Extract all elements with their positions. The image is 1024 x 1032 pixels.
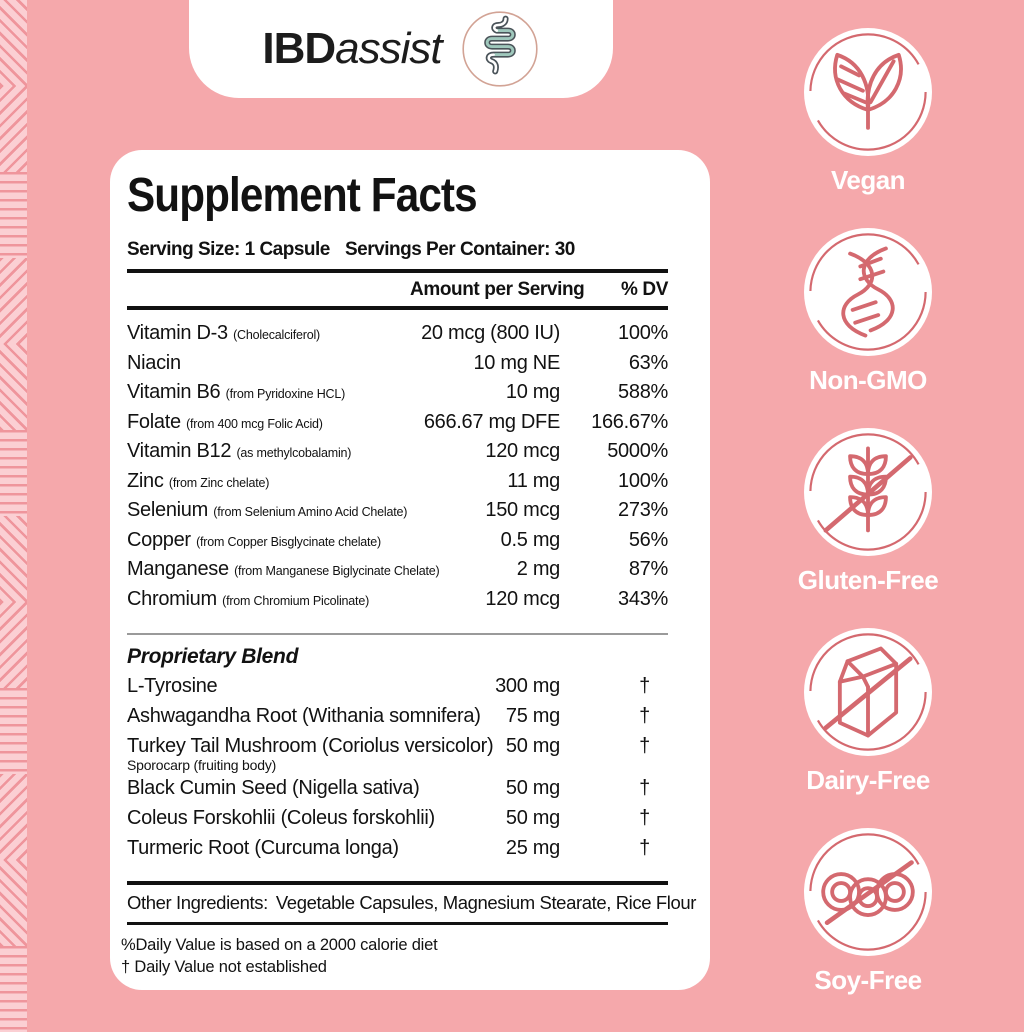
blend-table: L-Tyrosine 300 mg † Ashwagandha Root (Wi… — [127, 675, 668, 867]
milk-carton-slash-icon — [809, 633, 927, 751]
badge-vegan: Vegan — [783, 28, 953, 196]
table-row: Black Cumin Seed (Nigella sativa) 50 mg … — [127, 776, 650, 799]
badge-non-gmo: Non-GMO — [783, 228, 953, 396]
table-row: Coleus Forskohlii (Coleus forskohlii) 50… — [127, 806, 650, 829]
badge-gluten-free: Gluten-Free — [783, 428, 953, 596]
badge-label: Non-GMO — [809, 365, 927, 395]
table-row: Folate (from 400 mcg Folic Acid) 666.67 … — [127, 410, 668, 433]
badge-label: Soy-Free — [814, 965, 922, 995]
badge-dairy-free: Dairy-Free — [783, 628, 953, 796]
badge-label: Gluten-Free — [797, 565, 939, 595]
intestine-icon — [462, 11, 538, 87]
serving-size: Serving Size: 1 Capsule — [127, 239, 330, 260]
table-row: L-Tyrosine 300 mg † — [127, 674, 650, 697]
table-row: Vitamin B12 (as methylcobalamin) 120 mcg… — [127, 440, 668, 462]
dna-icon — [809, 233, 927, 351]
panel-title: Supplement Facts — [127, 169, 478, 222]
badge-soy-free: Soy-Free — [783, 828, 953, 996]
divider — [127, 921, 668, 925]
table-row: Turmeric Root (Curcuma longa) 25 mg † — [127, 836, 650, 859]
brand-name: IBDassist — [262, 24, 442, 73]
table-row: Selenium (from Selenium Amino Acid Chela… — [127, 499, 668, 521]
table-row: Zinc (from Zinc chelate) 11 mg 100% — [127, 469, 668, 492]
dv-footnote: %Daily Value is based on a 2000 calorie … — [121, 935, 438, 954]
nutrient-table: Vitamin D-3 (Cholecalciferol) 20 mcg (80… — [127, 322, 668, 617]
table-row: Niacin 10 mg NE 63% — [127, 351, 668, 374]
table-row: Manganese (from Manganese Biglycinate Ch… — [127, 558, 668, 580]
divider — [127, 269, 668, 273]
table-row: Ashwagandha Root (Withania somnifera) 75… — [127, 704, 650, 727]
divider — [127, 633, 668, 635]
dv-column-header: % DV — [621, 279, 668, 300]
badge-label: Dairy-Free — [806, 765, 930, 795]
dagger-footnote: † Daily Value not established — [121, 957, 327, 976]
table-row: Vitamin D-3 (Cholecalciferol) 20 mcg (80… — [127, 322, 668, 344]
amount-column-header: Amount per Serving — [410, 279, 585, 300]
vegan-leaves-icon — [809, 33, 927, 151]
table-row: Vitamin B6 (from Pyridoxine HCL) 10 mg 5… — [127, 381, 668, 403]
footnotes: %Daily Value is based on a 2000 calorie … — [121, 934, 668, 978]
serving-info: Serving Size: 1 Capsule Servings Per Con… — [127, 239, 668, 269]
other-ingredients: Other Ingredients: Vegetable Capsules, M… — [127, 891, 697, 913]
table-row: Chromium (from Chromium Picolinate) 120 … — [127, 587, 668, 610]
brand-logo: IBDassist — [189, 0, 613, 98]
servings-per-container: Servings Per Container: 30 — [345, 239, 575, 260]
wheat-slash-icon — [809, 433, 927, 551]
table-header: Amount per Serving % DV — [127, 273, 668, 306]
supplement-facts-panel: Supplement Facts Serving Size: 1 Capsule… — [110, 150, 710, 990]
soybean-slash-icon — [809, 833, 927, 951]
decorative-pattern-strip — [0, 0, 27, 1032]
divider — [127, 880, 668, 885]
table-row: Copper (from Copper Bisglycinate chelate… — [127, 528, 668, 551]
badge-label: Vegan — [830, 165, 906, 195]
table-row: Turkey Tail Mushroom (Coriolus versicolo… — [127, 734, 650, 757]
ingredient-subnote: Sporocarp (fruiting body) — [127, 756, 277, 773]
divider — [127, 306, 668, 310]
proprietary-blend-title: Proprietary Blend — [127, 644, 299, 668]
